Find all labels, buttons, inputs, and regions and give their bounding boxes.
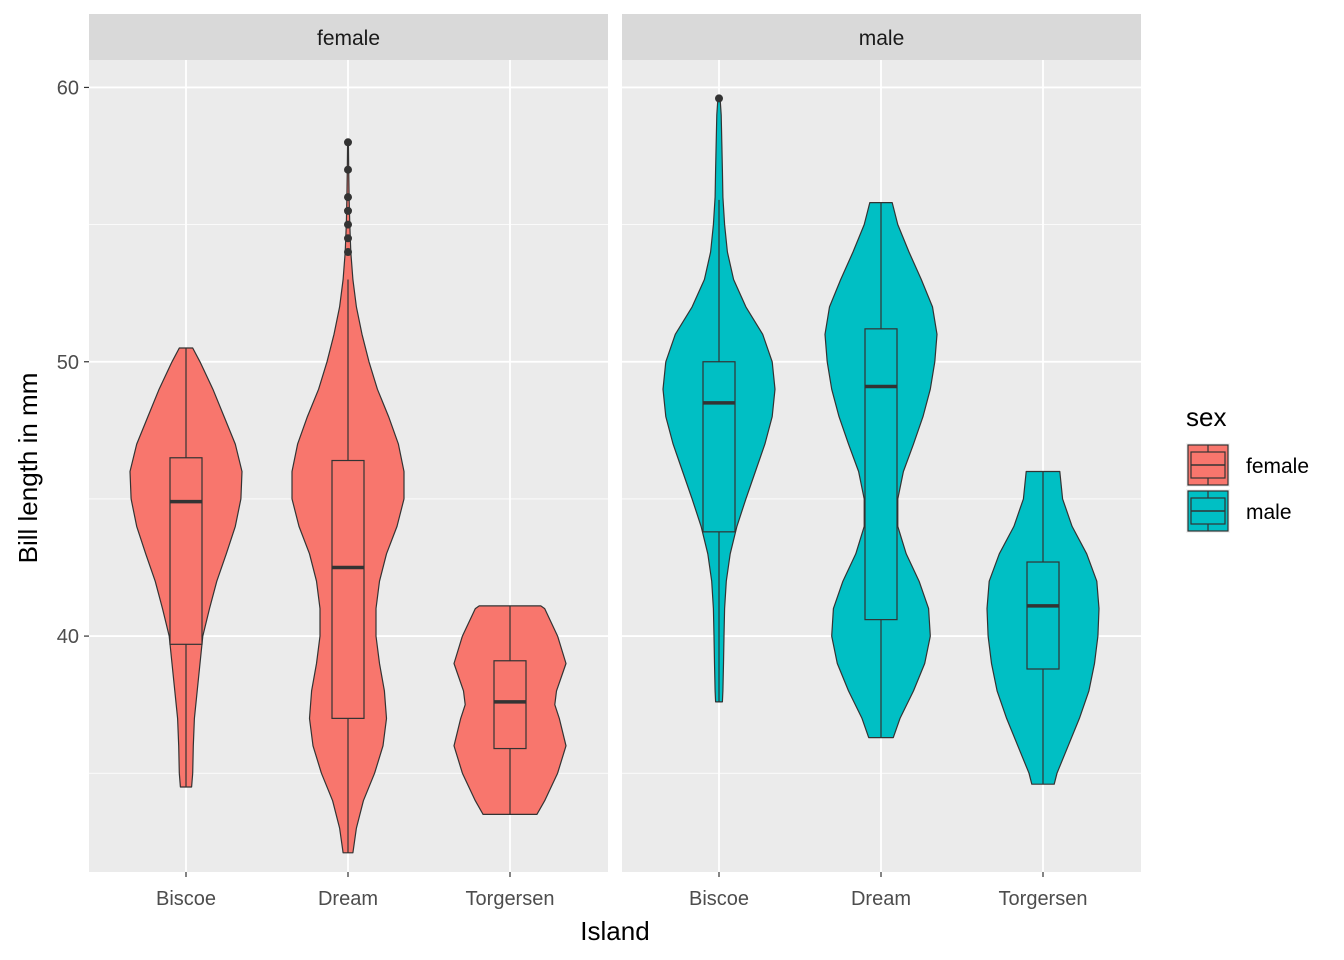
y-axis-title: Bill length in mm — [13, 373, 43, 564]
panel-female: female Biscoe Dream Torgersen — [89, 14, 608, 910]
x-tick-label: Dream — [318, 888, 378, 910]
violin-group-torgersen — [453, 605, 567, 815]
facet-strip-label: male — [859, 27, 905, 50]
violin-group-biscoe — [662, 94, 776, 703]
outlier-point — [344, 165, 352, 174]
y-tick-label: 40 — [57, 626, 79, 648]
box — [864, 328, 898, 621]
outlier-point — [715, 94, 723, 103]
facet-strip — [622, 14, 1141, 60]
box — [169, 457, 203, 645]
violin-group-torgersen — [986, 470, 1100, 785]
x-tick-label: Biscoe — [156, 888, 216, 910]
legend-label: female — [1246, 455, 1309, 478]
outlier-point — [344, 193, 352, 202]
x-tick-label: Dream — [851, 888, 911, 910]
x-tick-label: Biscoe — [689, 888, 749, 910]
legend-label: male — [1246, 501, 1292, 524]
outlier-point — [344, 248, 352, 257]
outlier-point — [344, 234, 352, 243]
legend-title: sex — [1186, 402, 1226, 432]
x-tick-label: Torgersen — [466, 888, 555, 910]
y-tick-label: 50 — [57, 352, 79, 374]
box — [331, 459, 365, 719]
x-tick-label: Torgersen — [999, 888, 1088, 910]
legend: sex female male — [1186, 402, 1309, 533]
facet-strip-label: female — [317, 27, 380, 50]
outlier-point — [344, 206, 352, 215]
x-axis-title: Island — [580, 916, 649, 946]
violin-group-biscoe — [129, 347, 243, 788]
legend-key-glyph — [1187, 490, 1229, 532]
outlier-point — [344, 138, 352, 147]
violin-group-dream — [291, 138, 405, 854]
box — [1026, 561, 1060, 670]
facet-strip — [89, 14, 608, 60]
box — [702, 361, 736, 533]
legend-key-glyph — [1187, 444, 1229, 486]
violin-group-dream — [824, 202, 938, 739]
panel-male: male Biscoe Dream Torgersen — [622, 14, 1141, 910]
outlier-point — [344, 220, 352, 229]
box — [493, 660, 527, 750]
y-tick-label: 60 — [57, 77, 79, 99]
